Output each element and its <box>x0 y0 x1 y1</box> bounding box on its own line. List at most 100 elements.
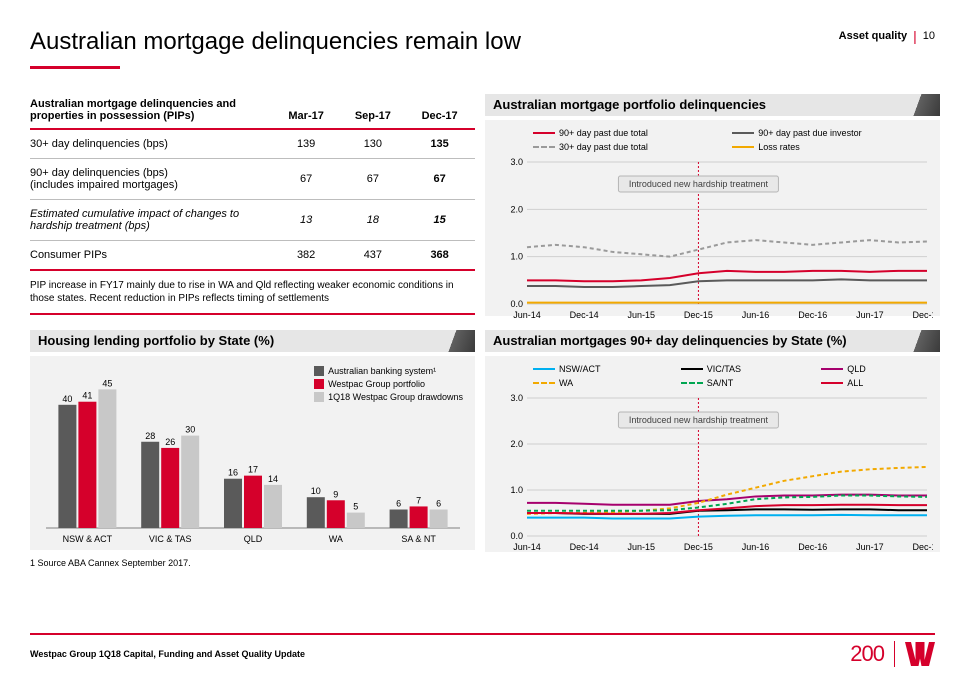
svg-text:2.0: 2.0 <box>510 439 523 449</box>
state-bar-legend: Australian banking system¹ Westpac Group … <box>314 366 463 405</box>
svg-text:16: 16 <box>228 468 238 478</box>
legend-item: ALL <box>821 378 928 388</box>
table-row-label: Estimated cumulative impact of changes t… <box>30 200 275 241</box>
svg-text:Jun-17: Jun-17 <box>856 310 884 320</box>
svg-text:Jun-15: Jun-15 <box>628 310 656 320</box>
legend-item: 30+ day past due total <box>533 142 714 152</box>
portfolio-chart: 0.0 1.0 2.0 3.0 Jun-14 Dec-14 Jun-15 Dec-15 Jun-… <box>493 158 933 322</box>
svg-text:Dec-17: Dec-17 <box>912 542 933 552</box>
svg-text:Jun-14: Jun-14 <box>513 542 541 552</box>
state-bar-panel: Housing lending portfolio by State (%) 4… <box>30 330 475 568</box>
table-cell: 18 <box>342 200 409 241</box>
table-note: PIP increase in FY17 mainly due to rise … <box>30 279 475 305</box>
table-col-1: Sep-17 <box>342 94 409 129</box>
portfolio-chart-title: Australian mortgage portfolio delinquenc… <box>485 94 940 116</box>
footer-text: Westpac Group 1Q18 Capital, Funding and … <box>30 649 305 659</box>
svg-text:30: 30 <box>185 425 195 435</box>
separator: | <box>913 28 917 44</box>
legend-item: VIC/TAS <box>681 364 804 374</box>
svg-text:Introduced new hardship treatm: Introduced new hardship treatment <box>629 179 769 189</box>
svg-text:WA: WA <box>329 534 343 544</box>
table-cell: 130 <box>342 129 409 159</box>
table-cell: 437 <box>342 241 409 271</box>
svg-text:Introduced new hardship treatm: Introduced new hardship treatment <box>629 415 769 425</box>
table-row-label: 90+ day delinquencies (bps) (includes im… <box>30 159 275 200</box>
portfolio-chart-panel: Australian mortgage portfolio delinquenc… <box>485 94 940 316</box>
svg-text:40: 40 <box>62 394 72 404</box>
legend-item: Loss rates <box>732 142 928 152</box>
svg-text:14: 14 <box>268 474 278 484</box>
svg-text:Jun-14: Jun-14 <box>513 310 541 320</box>
svg-text:Dec-14: Dec-14 <box>570 310 599 320</box>
footer: Westpac Group 1Q18 Capital, Funding and … <box>30 633 935 667</box>
table-col-2: Dec-17 <box>408 94 475 129</box>
svg-text:VIC & TAS: VIC & TAS <box>149 534 192 544</box>
svg-text:Jun-15: Jun-15 <box>628 542 656 552</box>
table-note-rule <box>30 313 475 315</box>
svg-text:SA & NT: SA & NT <box>401 534 436 544</box>
svg-text:Jun-16: Jun-16 <box>742 310 770 320</box>
state-line-legend: NSW/ACTVIC/TASQLDWASA/NTALL <box>493 362 932 394</box>
svg-text:Dec-16: Dec-16 <box>798 310 827 320</box>
svg-text:26: 26 <box>165 437 175 447</box>
state-line-panel: Australian mortgages 90+ day delinquenci… <box>485 330 940 568</box>
svg-text:0.0: 0.0 <box>510 531 523 541</box>
page-number: 10 <box>923 30 935 42</box>
westpac-logo-icon <box>905 641 935 667</box>
delinquencies-table: Australian mortgage delinquencies and pr… <box>30 94 475 271</box>
table-col-0: Mar-17 <box>275 94 342 129</box>
svg-text:0.0: 0.0 <box>510 299 523 309</box>
table-cell: 67 <box>408 159 475 200</box>
table-cell: 382 <box>275 241 342 271</box>
legend-item: NSW/ACT <box>533 364 663 374</box>
table-cell: 135 <box>408 129 475 159</box>
svg-text:9: 9 <box>333 489 338 499</box>
svg-text:6: 6 <box>396 499 401 509</box>
table-cell: 67 <box>275 159 342 200</box>
legend-item: Westpac Group portfolio <box>314 379 463 389</box>
svg-text:Dec-17: Dec-17 <box>912 310 933 320</box>
svg-text:7: 7 <box>416 495 421 505</box>
svg-text:1.0: 1.0 <box>510 252 523 262</box>
svg-text:3.0: 3.0 <box>510 394 523 403</box>
legend-item: WA <box>533 378 663 388</box>
logo-group: 200 <box>850 641 935 667</box>
title-underline <box>30 66 120 69</box>
svg-text:1.0: 1.0 <box>510 485 523 495</box>
svg-text:2.0: 2.0 <box>510 204 523 214</box>
svg-text:Jun-17: Jun-17 <box>856 542 884 552</box>
legend-item: Australian banking system¹ <box>314 366 463 376</box>
svg-text:6: 6 <box>436 499 441 509</box>
svg-text:QLD: QLD <box>244 534 263 544</box>
table-cell: 15 <box>408 200 475 241</box>
svg-text:17: 17 <box>248 465 258 475</box>
svg-text:5: 5 <box>353 502 358 512</box>
legend-item: 1Q18 Westpac Group drawdowns <box>314 392 463 402</box>
portfolio-legend: 90+ day past due total90+ day past due i… <box>493 126 932 158</box>
svg-text:Jun-16: Jun-16 <box>742 542 770 552</box>
svg-text:NSW & ACT: NSW & ACT <box>63 534 113 544</box>
footnote: 1 Source ABA Cannex September 2017. <box>30 558 475 568</box>
legend-item: SA/NT <box>681 378 804 388</box>
section-label: Asset quality <box>839 30 907 42</box>
svg-text:Dec-16: Dec-16 <box>798 542 827 552</box>
state-line-title: Australian mortgages 90+ day delinquenci… <box>485 330 940 352</box>
svg-text:Dec-14: Dec-14 <box>570 542 599 552</box>
logo-separator <box>894 641 895 667</box>
page-title: Australian mortgage delinquencies remain… <box>30 28 521 56</box>
table-row-label: 30+ day delinquencies (bps) <box>30 129 275 159</box>
svg-text:3.0: 3.0 <box>510 158 523 167</box>
svg-text:41: 41 <box>82 391 92 401</box>
svg-text:45: 45 <box>102 378 112 388</box>
svg-text:10: 10 <box>311 486 321 496</box>
table-cell: 368 <box>408 241 475 271</box>
table-cell: 13 <box>275 200 342 241</box>
state-line-chart: 0.0 1.0 2.0 3.0 Jun-14 Dec-14 Jun-15 Dec-15 Jun-… <box>493 394 933 554</box>
table-row-label: Consumer PIPs <box>30 241 275 271</box>
legend-item: 90+ day past due total <box>533 128 714 138</box>
state-bar-title: Housing lending portfolio by State (%) <box>30 330 475 352</box>
table-header-label: Australian mortgage delinquencies and pr… <box>30 94 275 129</box>
svg-text:Dec-15: Dec-15 <box>684 542 713 552</box>
svg-text:Dec-15: Dec-15 <box>684 310 713 320</box>
logo-200: 200 <box>850 641 884 667</box>
